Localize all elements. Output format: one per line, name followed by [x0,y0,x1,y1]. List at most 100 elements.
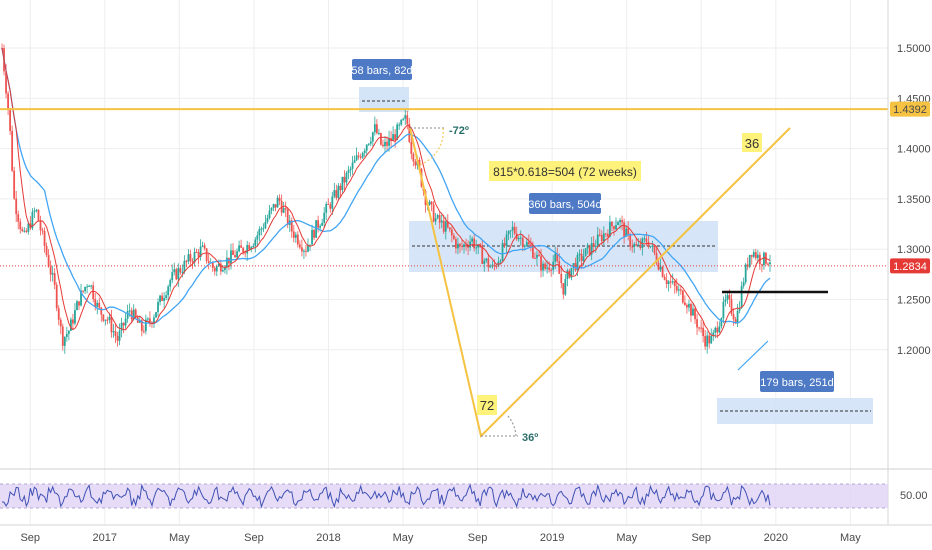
candle-body [203,245,206,249]
candle-body [27,223,30,232]
candle-body [213,267,216,272]
candle-body [63,336,66,346]
candle-body [205,248,208,261]
candle-body [767,263,769,265]
candle-body [402,118,405,120]
candle-body [149,318,151,323]
candle-body [59,319,62,327]
candle-body [730,299,733,314]
candle-body [538,254,540,257]
candle-body [544,263,546,269]
candle-body [536,254,538,259]
candle-body [428,201,431,205]
candle-body [317,220,320,228]
candle-body [432,204,435,222]
candle-body [7,93,9,109]
candle-body [477,244,480,248]
candle-body [540,256,542,271]
candle-body [112,331,115,333]
label-72-text: 72 [480,398,494,413]
x-tick-label: 2018 [316,532,340,544]
label-360-bars[interactable]: 360 bars, 504d [528,193,602,214]
candle-body [469,241,471,248]
candle-body [94,299,97,307]
candle-body [404,115,407,119]
candle-body [700,327,703,329]
short-trend-line[interactable] [737,340,769,371]
candle-body [371,132,374,142]
candle-body [661,266,664,277]
label-58-bars[interactable]: 58 bars, 82d [351,59,413,80]
measure-box-58[interactable] [359,87,409,112]
candle-body [11,130,14,171]
x-tick-label: 2017 [93,532,117,544]
candle-body [560,273,563,284]
candle-body [31,211,34,229]
candle-body [609,222,611,237]
candle-body [84,287,86,292]
candle-body [708,335,711,344]
candle-body [448,227,451,230]
candle-body [108,316,111,320]
candle-body [325,203,328,213]
candle-body [258,229,261,236]
candle-body [588,244,591,255]
candle-body [438,215,441,223]
candle-body [86,286,89,288]
time-axis[interactable]: Sep 2017 May Sep 2018 May Sep 2019 May Sep 2020 May [20,532,861,544]
x-tick-label: 2019 [540,532,564,544]
rsi-tick-50: 50.00 [900,490,928,502]
label-72[interactable]: 72 [477,395,497,415]
label-179-bars[interactable]: 179 bars, 251d [760,371,834,392]
candle-body [335,190,338,198]
candle-body [388,138,390,146]
candle-body [380,133,382,145]
candle-body [667,281,670,284]
candle-body [313,230,315,238]
candle-body [367,143,370,145]
candle-body [274,204,277,208]
candle-body [750,254,753,257]
candle-body [763,252,765,266]
candle-body [748,254,751,267]
candle-body [527,241,530,245]
candle-body [465,244,467,247]
x-tick-label: May [840,532,861,544]
candle-body [347,170,350,173]
candle-body [570,267,573,278]
candle-body [355,155,358,161]
candle-body [594,245,597,247]
candle-body [65,333,68,337]
price-axis[interactable]: 1.20001.25001.30001.35001.40001.45001.50… [897,43,931,357]
label-36-text: 36 [745,136,759,151]
candle-body [193,251,196,263]
candle-body [598,234,601,236]
x-tick-label: 2020 [764,532,788,544]
candle-body [250,247,253,250]
candle-body [769,262,771,265]
label-fib-calc[interactable]: 815*0.618=504 (72 weeks) [489,161,641,181]
candle-body [110,316,113,333]
candle-body [430,201,433,205]
candle-body [132,309,135,320]
y-tick-label: 1.3500 [897,194,931,206]
label-36[interactable]: 36 [742,133,762,152]
label-360-bars-text: 360 bars, 504d [528,199,601,211]
candle-body [617,222,619,226]
candle-body [414,161,417,166]
candle-body [412,153,415,162]
candle-body [197,252,200,257]
candle-body [82,290,84,292]
candle-body [493,264,496,267]
candle-body [167,286,170,296]
candle-body [621,220,623,223]
candle-body [292,231,295,238]
candle-body [592,243,595,247]
candle-body [459,243,461,247]
candle-body [272,204,275,208]
candle-body [74,310,76,324]
candle-body [128,310,131,312]
candle-body [604,233,607,235]
candle-body [694,308,696,320]
